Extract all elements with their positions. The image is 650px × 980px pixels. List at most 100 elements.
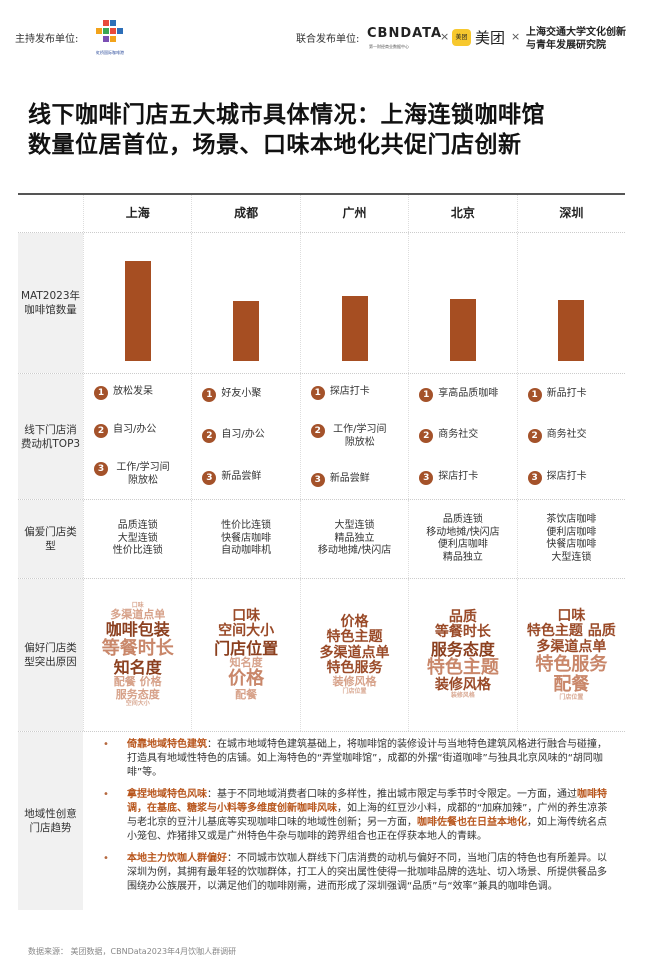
rank-badge-icon: 1 xyxy=(527,387,542,402)
rank-badge-icon: 3 xyxy=(94,462,108,476)
city-header: 深圳 xyxy=(516,195,625,232)
motive-item: 2 工作/学习间隙放松 xyxy=(310,424,390,449)
cloud-word: 服务态度 xyxy=(430,639,495,659)
type-item: 精品独立 xyxy=(334,532,375,544)
motive-item: 1 享高品质咖啡 xyxy=(419,387,499,402)
cloud-word: 等餐时长 xyxy=(434,624,491,641)
motive-text: 探店打卡 xyxy=(546,471,587,483)
motive-text: 新品打卡 xyxy=(546,387,587,399)
cloud-word: 多渠道点单 xyxy=(536,638,607,655)
host-logo: 虹桥国际咖啡港 xyxy=(88,20,132,58)
word-cloud: 价格 特色主题 多渠道点单 特色服务 装修风格 门店位置 xyxy=(299,579,408,731)
rank-badge-icon: 1 xyxy=(94,386,108,400)
motive-item: 3 新品尝鲜 xyxy=(310,473,370,487)
motive-text: 自习/办公 xyxy=(221,429,265,441)
cloud-word: 门店位置 xyxy=(342,687,367,695)
table-top-rule xyxy=(18,193,625,195)
motive-text: 商务社交 xyxy=(546,429,587,441)
trend-highlight: 倚靠地域特色建筑 xyxy=(127,739,207,750)
type-cell: 品质连锁 大型连锁 性价比连锁 xyxy=(83,500,191,578)
type-item: 便利店咖啡 xyxy=(546,526,597,538)
cloud-word: 特色服务 xyxy=(535,653,608,675)
type-item: 品质连锁 xyxy=(442,514,483,525)
word-cloud: 口味 特色主题 品质 多渠道点单 特色服务 配餐 门店位置 xyxy=(516,579,625,731)
word-cloud: 口味 空间大小 门店位置 知名度 价格 配餐 xyxy=(191,579,299,731)
mat-cell xyxy=(408,233,516,373)
city-header: 成都 xyxy=(191,195,299,232)
meituan-name: 美团 xyxy=(475,29,506,47)
type-cell: 性价比连锁 快餐店咖啡 自动咖啡机 xyxy=(191,500,299,578)
motive-item: 3 探店打卡 xyxy=(527,471,587,486)
rank-badge-icon: 1 xyxy=(202,387,217,402)
cloud-word: 知名度 xyxy=(113,657,162,677)
cloud-word: 知名度 xyxy=(229,656,263,670)
cloud-word: 价格 xyxy=(228,668,265,690)
type-item: 移动地摊/快闪店 xyxy=(426,526,500,538)
motive-item: 2 自习/办公 xyxy=(94,424,156,438)
trend-highlight: 拿捏地域特色风味 xyxy=(127,789,207,800)
cloud-word: 特色主题 品质 xyxy=(526,623,616,640)
motive-text: 好友小聚 xyxy=(221,387,262,399)
type-cell: 茶饮店咖啡 便利店咖啡 快餐店咖啡 大型连锁 xyxy=(516,500,625,578)
cloud-word: 装修风格 xyxy=(450,692,475,700)
motive-item: 2 商务社交 xyxy=(419,429,478,444)
type-cell: 品质连锁 移动地摊/快闪店 便利店咖啡 精品独立 xyxy=(408,500,516,578)
type-item: 大型连锁 xyxy=(117,532,158,544)
motive-text: 探店打卡 xyxy=(438,471,479,483)
times-sign: × xyxy=(440,30,450,43)
trend-list: 倚靠地域特色建筑：在城市地域特色建筑基础上，将咖啡馆的装修设计与当地特色建筑风格… xyxy=(83,732,625,910)
city-header: 北京 xyxy=(408,195,516,232)
mat-cell xyxy=(191,233,299,373)
motive-text: 工作/学习间隙放松 xyxy=(116,462,170,486)
cloud-word: 价格 xyxy=(340,613,369,630)
motive-cell: 1 放松发呆 2 自习/办公 3 工作/学习间隙放松 xyxy=(83,374,191,499)
cloud-word: 等餐时长 xyxy=(101,638,174,660)
city-header: 上海 xyxy=(83,195,191,232)
mat-bar xyxy=(124,261,151,361)
rank-badge-icon: 2 xyxy=(419,429,434,444)
rank-badge-icon: 2 xyxy=(527,429,542,444)
type-item: 自动咖啡机 xyxy=(221,545,272,557)
cloud-word: 特色主题 xyxy=(426,657,499,679)
cloud-word: 多渠道点单 xyxy=(110,608,166,622)
motive-cell: 1 新品打卡 2 商务社交 3 探店打卡 xyxy=(516,374,625,499)
cloud-word: 服务态度 xyxy=(115,687,160,701)
city-header-row: 上海 成都 广州 北京 深圳 xyxy=(18,195,625,233)
type-item: 品质连锁 xyxy=(117,520,158,532)
cloud-word: 特色主题 xyxy=(326,629,383,646)
type-item: 快餐店咖啡 xyxy=(221,532,272,544)
trend-highlight: 咖啡佐餐也在日益本地化 xyxy=(417,817,527,828)
row-label: MAT2023年咖啡馆数量 xyxy=(18,233,83,373)
cloud-word: 门店位置 xyxy=(214,638,279,658)
trend-item: 倚靠地域特色建筑：在城市地域特色建筑基础上，将咖啡馆的装修设计与当地特色建筑风格… xyxy=(103,738,615,780)
trend-item: 本地主力饮咖人群偏好：不同城市饮咖人群线下门店消费的动机与偏好不同，当地门店的特… xyxy=(103,852,615,894)
cloud-word: 口味 xyxy=(131,601,144,609)
motive-item: 1 好友小聚 xyxy=(202,387,262,402)
type-row: 偏爱门店类型 品质连锁 大型连锁 性价比连锁 性价比连锁 快餐店咖啡 自动咖啡机 大型连锁精… xyxy=(18,500,625,579)
cloud-word: 装修风格 xyxy=(434,677,491,694)
reason-row: 偏好门店类型突出原因 口味 多渠道点单 咖啡包装 等餐时长 知名度 配餐 价格 服务态度 空间… xyxy=(18,579,625,732)
sjtu-line: 上海交通大学文化创新 xyxy=(526,27,626,38)
motive-text: 享高品质咖啡 xyxy=(438,387,499,399)
row-label: 偏好门店类型突出原因 xyxy=(18,579,83,731)
cloud-word: 特色服务 xyxy=(326,660,383,677)
motive-item: 3 工作/学习间隙放松 xyxy=(94,462,173,487)
motive-text: 放松发呆 xyxy=(113,386,153,397)
times-sign: × xyxy=(511,30,521,43)
cloud-word: 空间大小 xyxy=(218,623,275,640)
mat-bar xyxy=(558,300,585,361)
rank-badge-icon: 1 xyxy=(419,387,434,402)
motive-cell: 1 探店打卡 2 工作/学习间隙放松 3 新品尝鲜 xyxy=(299,374,408,499)
motive-row: 线下门店消费动机TOP3 1 放松发呆 2 自习/办公 3 工作/学习间隙放松 1 好友小聚 2… xyxy=(18,374,625,500)
title-line: 线下咖啡门店五大城市具体情况：上海连锁咖啡馆 xyxy=(28,102,545,128)
motive-item: 3 探店打卡 xyxy=(419,471,479,486)
trend-item: 拿捏地域特色风味：基于不同地域消费者口味的多样性，推出城市限定与季节时令限定。一… xyxy=(103,788,615,844)
motive-text: 新品尝鲜 xyxy=(221,471,262,483)
word-cloud: 口味 多渠道点单 咖啡包装 等餐时长 知名度 配餐 价格 服务态度 空间大小 xyxy=(83,579,191,731)
mat-bar xyxy=(233,301,260,361)
type-item: 精品独立 xyxy=(442,551,483,563)
trend-text: ：在城市地域特色建筑基础上，将咖啡馆的装修设计与当地特色建筑风格进行融合与碰撞，… xyxy=(127,739,607,778)
meituan-logo: 美团 xyxy=(452,29,471,46)
cloud-word: 装修风格 xyxy=(332,675,377,689)
cbndata-logo: CBNDATA xyxy=(367,26,443,41)
